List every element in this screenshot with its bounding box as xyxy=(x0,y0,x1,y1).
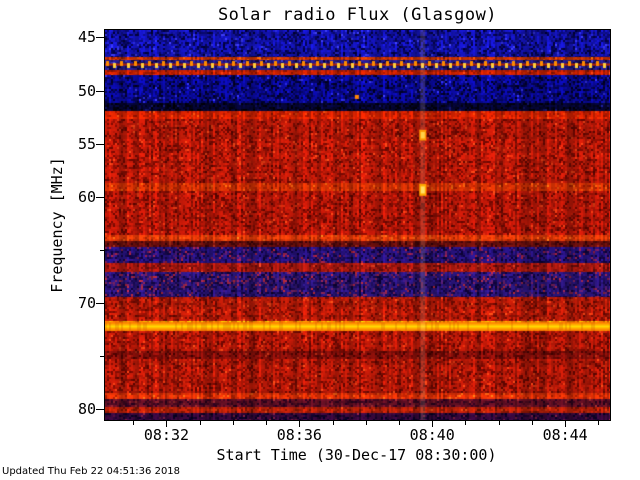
x-tick-label: 08:36 xyxy=(276,426,322,444)
x-tick-mark xyxy=(299,421,301,427)
x-tick-mark xyxy=(432,421,434,427)
x-tick-label: 08:44 xyxy=(542,426,588,444)
x-axis-label: Start Time (30-Dec-17 08:30:00) xyxy=(216,446,497,464)
x-tick-label: 08:40 xyxy=(409,426,455,444)
y-tick-label: 80 xyxy=(77,400,96,419)
y-tick-label: 45 xyxy=(77,28,96,47)
chart-title: Solar radio Flux (Glasgow) xyxy=(217,5,498,25)
y-tick-label: 70 xyxy=(77,294,96,313)
x-minor-tick-mark xyxy=(598,421,600,425)
y-minor-tick-mark xyxy=(100,249,104,251)
x-minor-tick-mark xyxy=(531,421,533,425)
x-minor-tick-mark xyxy=(232,421,234,425)
y-tick-mark xyxy=(96,143,104,145)
y-tick-mark xyxy=(96,90,104,92)
x-minor-tick-mark xyxy=(133,421,135,425)
x-tick-mark xyxy=(166,421,168,427)
x-minor-tick-mark xyxy=(399,421,401,425)
updated-timestamp: Updated Thu Feb 22 04:51:36 2018 xyxy=(2,466,181,477)
y-tick-label: 60 xyxy=(77,187,96,206)
x-tick-label: 08:32 xyxy=(143,426,190,444)
y-tick-mark xyxy=(96,37,104,39)
x-tick-mark xyxy=(565,421,567,427)
y-tick-mark xyxy=(96,409,104,411)
y-tick-mark xyxy=(96,303,104,305)
x-minor-tick-mark xyxy=(498,421,500,425)
spectrogram-canvas xyxy=(105,30,610,420)
x-minor-tick-mark xyxy=(266,421,268,425)
x-minor-tick-mark xyxy=(199,421,201,425)
y-tick-label: 50 xyxy=(77,81,96,100)
plot-area xyxy=(104,29,611,421)
x-minor-tick-mark xyxy=(465,421,467,425)
y-axis-label: Frequency [MHz] xyxy=(48,157,66,293)
y-tick-mark xyxy=(96,196,104,198)
x-minor-tick-mark xyxy=(332,421,334,425)
x-minor-tick-mark xyxy=(365,421,367,425)
y-tick-label: 55 xyxy=(77,134,96,153)
y-minor-tick-mark xyxy=(100,356,104,358)
